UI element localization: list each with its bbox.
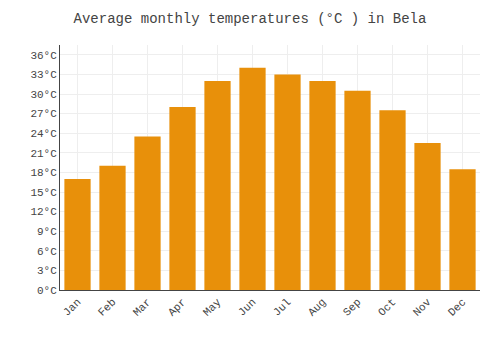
svg-text:36°C: 36°C <box>30 50 57 62</box>
svg-text:18°C: 18°C <box>30 167 57 179</box>
svg-text:Average monthly temperatures (: Average monthly temperatures (°C ) in Be… <box>74 11 427 27</box>
svg-text:Oct: Oct <box>376 296 398 318</box>
svg-text:9°C: 9°C <box>37 226 57 238</box>
svg-text:Apr: Apr <box>166 296 188 318</box>
svg-text:Nov: Nov <box>411 296 434 319</box>
svg-text:33°C: 33°C <box>30 69 57 81</box>
svg-text:15°C: 15°C <box>30 187 57 199</box>
svg-text:Jun: Jun <box>236 296 258 318</box>
svg-text:Feb: Feb <box>96 296 118 318</box>
svg-text:0°C: 0°C <box>37 285 57 297</box>
svg-text:Aug: Aug <box>306 296 328 318</box>
svg-text:21°C: 21°C <box>30 148 57 160</box>
svg-text:Dec: Dec <box>446 296 468 318</box>
svg-text:27°C: 27°C <box>30 108 57 120</box>
svg-text:Mar: Mar <box>131 296 153 318</box>
svg-text:Jan: Jan <box>61 296 83 318</box>
svg-text:Sep: Sep <box>341 296 363 318</box>
svg-text:3°C: 3°C <box>37 265 57 277</box>
svg-text:May: May <box>201 296 224 319</box>
svg-text:30°C: 30°C <box>30 89 57 101</box>
svg-text:12°C: 12°C <box>30 206 57 218</box>
svg-text:Jul: Jul <box>271 296 293 318</box>
svg-text:6°C: 6°C <box>37 246 57 258</box>
svg-text:24°C: 24°C <box>30 128 57 140</box>
